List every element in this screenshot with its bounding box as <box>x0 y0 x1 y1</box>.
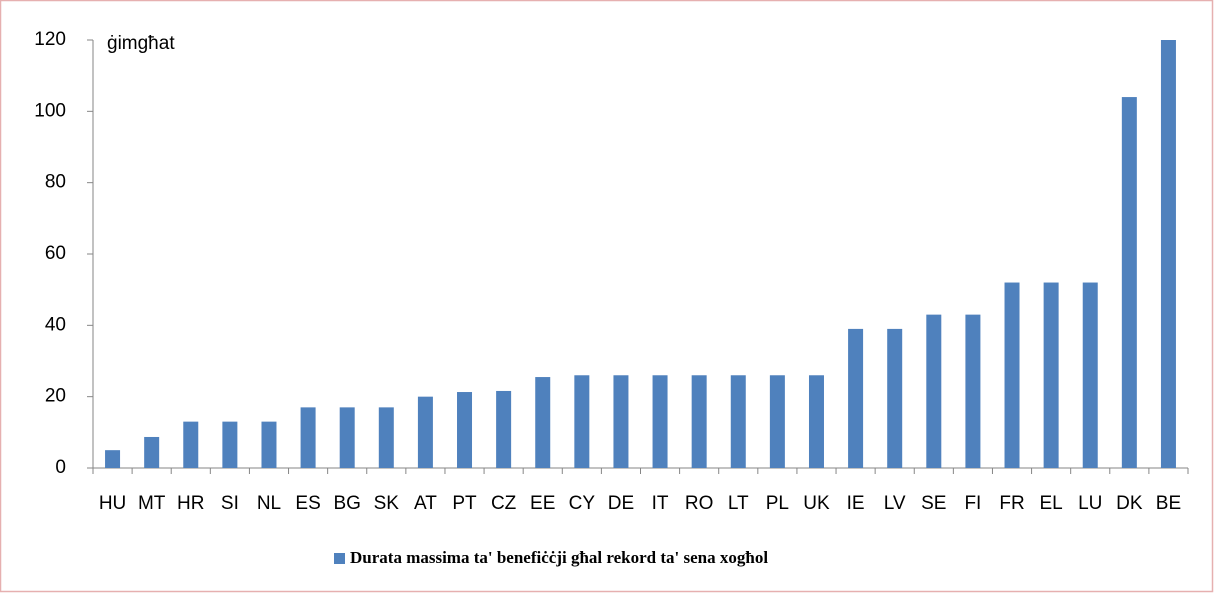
bar <box>574 375 590 468</box>
bar <box>1082 282 1098 468</box>
y-tick-label: 40 <box>45 314 66 335</box>
x-tick-label: FI <box>964 493 981 514</box>
y-tick-label: 0 <box>55 457 66 478</box>
bar <box>105 450 121 468</box>
bar <box>730 375 746 468</box>
unit-label: ġimgħat <box>107 33 175 54</box>
bar <box>769 375 785 468</box>
bar <box>144 436 160 468</box>
bar <box>887 328 903 468</box>
x-tick-label: CY <box>569 493 596 514</box>
bar <box>339 407 355 468</box>
x-tick-label: ES <box>295 493 320 514</box>
x-tick-label: DE <box>608 493 634 514</box>
y-tick-label: 100 <box>34 100 66 121</box>
bar <box>848 328 864 468</box>
x-tick-label: CZ <box>491 493 517 514</box>
bar <box>496 390 512 468</box>
x-tick-label: DK <box>1116 493 1143 514</box>
x-tick-label: AT <box>414 493 437 514</box>
x-tick-label: BG <box>333 493 360 514</box>
x-tick-label: EE <box>530 493 555 514</box>
legend-label: Durata massima ta' benefiċċji għal rekor… <box>350 548 768 567</box>
bar <box>1121 97 1137 469</box>
x-tick-label: IE <box>847 493 865 514</box>
x-tick-label: MT <box>138 493 166 514</box>
bar <box>691 375 707 468</box>
x-tick-label: IT <box>652 493 669 514</box>
bar <box>378 407 394 468</box>
bar <box>183 421 199 468</box>
x-tick-label: RO <box>685 493 714 514</box>
bar <box>222 421 238 468</box>
x-tick-label: HR <box>177 493 204 514</box>
bar <box>1160 40 1176 468</box>
x-tick-label: SI <box>221 493 239 514</box>
bar <box>1004 282 1020 468</box>
x-tick-label: SK <box>374 493 400 514</box>
bar <box>417 396 433 468</box>
x-tick-label: PL <box>766 493 789 514</box>
y-tick-label: 80 <box>45 172 66 193</box>
bar <box>652 375 668 468</box>
legend-swatch <box>334 553 345 564</box>
x-tick-label: PT <box>452 493 477 514</box>
bar <box>965 314 981 468</box>
x-tick-label: LV <box>884 493 906 514</box>
bar <box>1043 282 1059 468</box>
x-tick-label: SE <box>921 493 946 514</box>
x-tick-label: LT <box>728 493 749 514</box>
x-tick-label: EL <box>1040 493 1063 514</box>
x-tick-label: FR <box>999 493 1024 514</box>
bar <box>457 392 473 468</box>
x-tick-label: BE <box>1156 493 1181 514</box>
bar <box>613 375 629 468</box>
y-tick-label: 60 <box>45 243 66 264</box>
y-tick-label: 120 <box>34 29 66 50</box>
bar <box>808 375 824 468</box>
x-tick-label: HU <box>99 493 126 514</box>
y-tick-label: 20 <box>45 386 66 407</box>
bar <box>300 407 316 468</box>
bar <box>926 314 942 468</box>
bar <box>261 421 277 468</box>
x-tick-label: UK <box>803 493 830 514</box>
x-tick-label: NL <box>257 493 281 514</box>
x-tick-label: LU <box>1078 493 1102 514</box>
bar <box>535 377 551 468</box>
